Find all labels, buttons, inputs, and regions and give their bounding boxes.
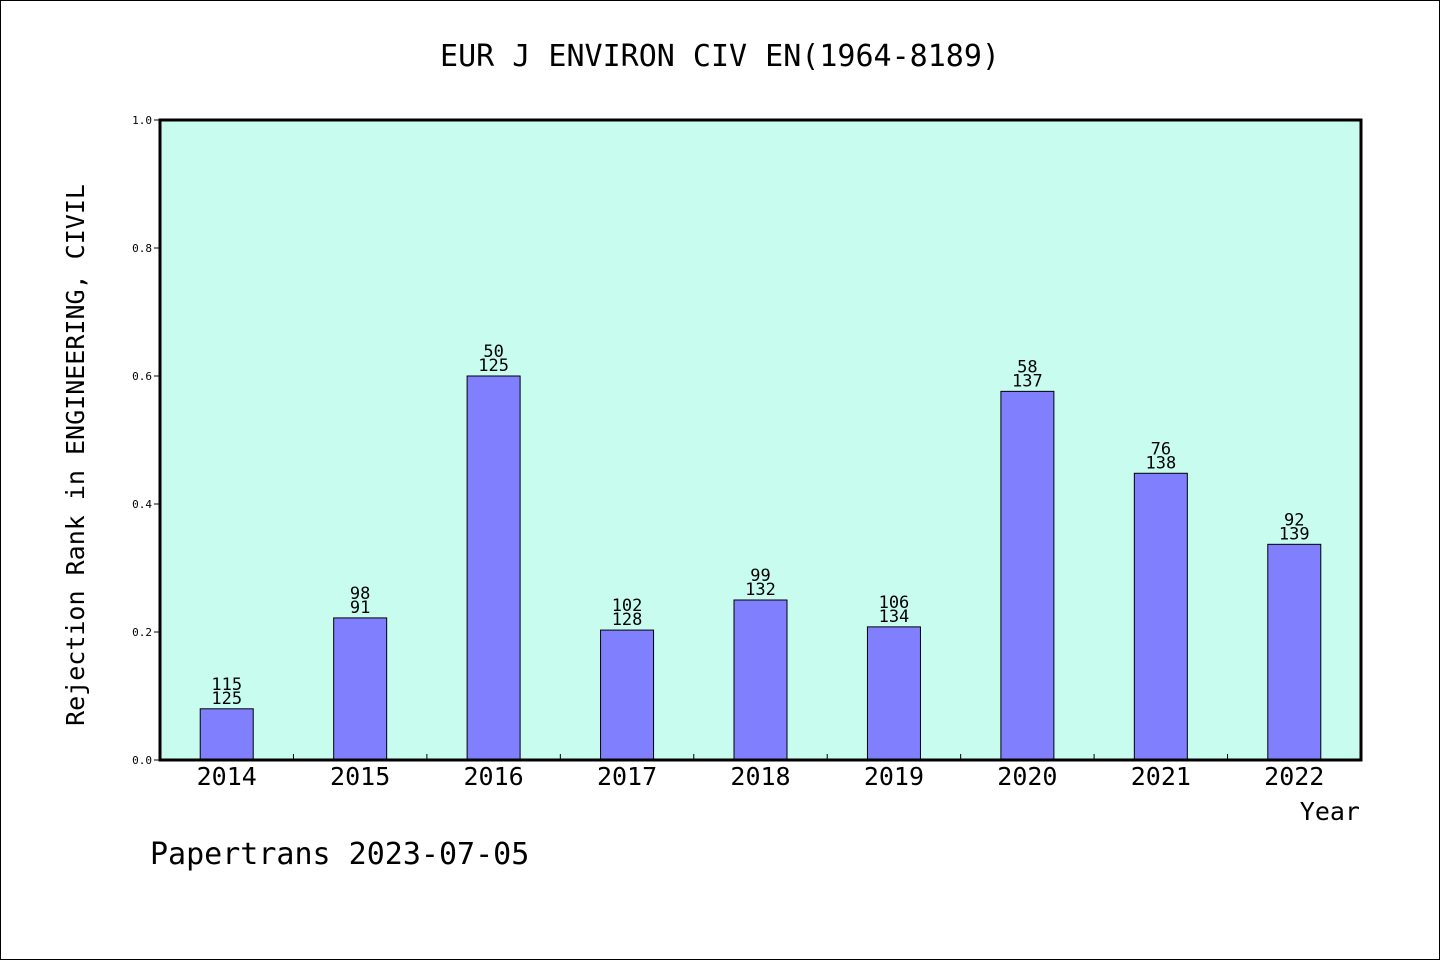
x-axis: 2014 2015 2016 2017 2018 2019 2020 2021 2022 [197, 754, 1324, 791]
bar-label-bottom: 91 [350, 598, 370, 618]
y-tick-label: 0.0 [132, 754, 152, 767]
bar-label-bottom: 125 [211, 689, 242, 709]
bar-2014 [199, 708, 254, 761]
bar-2021 [1133, 472, 1188, 761]
bar-label-top: 115 [211, 675, 242, 695]
y-tick-label: 0.6 [132, 370, 152, 383]
x-tick-label: 2021 [1131, 762, 1191, 791]
y-axis: 0.0 0.2 0.4 0.6 0.8 1.0 [132, 114, 160, 767]
x-tick-label: 2022 [1264, 762, 1324, 791]
bar-label-bottom: 128 [612, 610, 643, 630]
bar-label-top: 102 [612, 596, 643, 616]
y-tick-label: 0.4 [132, 498, 152, 511]
bar-label-bottom: 125 [478, 356, 509, 376]
chart-title: EUR J ENVIRON CIV EN(1964-8189) [440, 39, 1000, 74]
plot-border [158, 118, 1363, 762]
bar-label-top: 106 [879, 593, 910, 613]
y-tick-label: 0.2 [132, 626, 152, 639]
bar-label-bottom: 134 [879, 607, 910, 627]
x-tick-label: 2017 [597, 762, 657, 791]
x-tick-label: 2018 [730, 762, 790, 791]
bars: 1151259891501251021289913210613458137761… [199, 342, 1322, 761]
x-tick-label: 2019 [864, 762, 924, 791]
bar-2017 [600, 629, 655, 761]
bar-2015 [333, 617, 388, 761]
y-tick-label: 1.0 [132, 114, 152, 127]
bar-label-top: 76 [1151, 439, 1171, 459]
bar-label-top: 92 [1284, 510, 1304, 530]
x-tick-label: 2016 [464, 762, 524, 791]
bar-2019 [866, 626, 921, 761]
bar-label-top: 50 [483, 342, 503, 362]
bar-label-bottom: 139 [1279, 524, 1310, 544]
bar-label-top: 98 [350, 584, 370, 604]
y-tick-label: 0.8 [132, 242, 152, 255]
footer-text: Papertrans 2023-07-05 [150, 837, 529, 872]
bar-label-bottom: 132 [745, 580, 776, 600]
bar-2016 [466, 375, 521, 761]
x-tick-label: 2015 [330, 762, 390, 791]
x-axis-label: Year [1300, 797, 1360, 826]
bar-2018 [733, 599, 788, 761]
bar-label-bottom: 137 [1012, 371, 1043, 391]
bar-label-top: 99 [750, 566, 770, 586]
bar-2020 [1000, 390, 1055, 761]
x-tick-label: 2020 [997, 762, 1057, 791]
y-axis-label: Rejection Rank in ENGINEERING, CIVIL [61, 184, 90, 726]
bar-2022 [1267, 543, 1322, 761]
bar-label-top: 58 [1017, 357, 1037, 377]
bar-label-bottom: 138 [1145, 453, 1176, 473]
x-tick-label: 2014 [197, 762, 257, 791]
